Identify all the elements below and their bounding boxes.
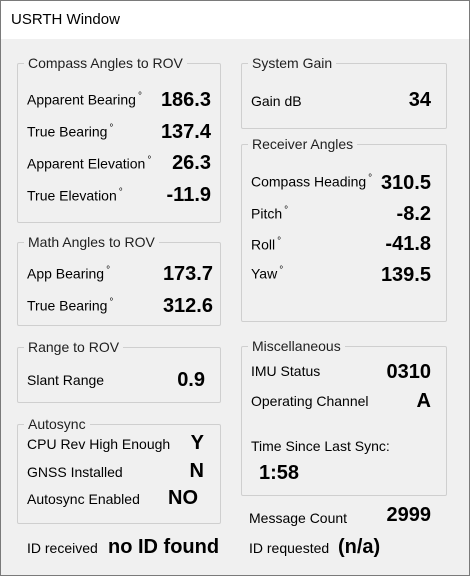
cpu-rev-label: CPU Rev High Enough — [27, 436, 171, 452]
true-elevation-value: -11.9 — [166, 184, 211, 206]
compass-heading-label: Compass Heading ° — [251, 173, 373, 190]
title-bar[interactable]: USRTH Window — [1, 1, 469, 39]
math-true-bearing-value: 312.6 — [162, 295, 213, 317]
miscellaneous-legend: Miscellaneous — [248, 338, 345, 354]
true-elevation-label: True Elevation ° — [27, 187, 123, 204]
id-requested-label: ID requested — [249, 540, 330, 556]
true-bearing-label: True Bearing ° — [27, 123, 114, 140]
yaw-value: 139.5 — [380, 264, 431, 286]
slant-range-value: 0.9 — [177, 369, 205, 391]
roll-value: -41.8 — [385, 233, 431, 255]
math-angles-legend: Math Angles to ROV — [24, 234, 159, 250]
true-bearing-value: 137.4 — [160, 121, 211, 143]
id-received-value: no ID found — [108, 536, 220, 558]
app-bearing-value: 173.7 — [162, 263, 213, 285]
imu-status-value: 0310 — [386, 361, 432, 383]
gnss-installed-value: N — [189, 460, 204, 482]
apparent-bearing-label: Apparent Bearing ° — [27, 91, 142, 108]
apparent-elevation-label: Apparent Elevation ° — [27, 155, 152, 172]
pitch-label: Pitch ° — [251, 205, 289, 222]
autosync-enabled-value: NO — [168, 487, 198, 509]
gain-db-value: 34 — [408, 89, 431, 111]
message-count-label: Message Count — [249, 510, 348, 526]
gain-db-label: Gain dB — [251, 93, 302, 109]
compass-angles-legend: Compass Angles to ROV — [24, 55, 187, 71]
system-gain-legend: System Gain — [248, 55, 337, 71]
compass-heading-value: 310.5 — [380, 172, 431, 194]
operating-channel-value: A — [416, 390, 431, 412]
operating-channel-label: Operating Channel — [251, 393, 369, 409]
math-angles-group: Math Angles to ROV — [17, 234, 221, 326]
id-received-label: ID received — [27, 540, 98, 556]
window-title: USRTH Window — [11, 11, 120, 28]
roll-label: Roll ° — [251, 236, 282, 253]
miscellaneous-group: Miscellaneous — [241, 338, 447, 496]
autosync-group: Autosync — [17, 416, 221, 524]
receiver-angles-legend: Receiver Angles — [248, 136, 358, 152]
imu-status-label: IMU Status — [251, 363, 321, 379]
range-group: Range to ROV — [17, 339, 221, 403]
gnss-installed-label: GNSS Installed — [27, 464, 123, 480]
time-since-sync-label: Time Since Last Sync: — [251, 438, 390, 454]
pitch-value: -8.2 — [396, 203, 431, 225]
autosync-legend: Autosync — [24, 416, 90, 432]
apparent-bearing-value: 186.3 — [160, 89, 211, 111]
system-gain-group: System Gain — [241, 55, 447, 129]
slant-range-label: Slant Range — [27, 372, 105, 388]
compass-angles-group: Compass Angles to ROV — [17, 55, 221, 223]
receiver-angles-group: Receiver Angles — [241, 136, 447, 322]
apparent-elevation-value: 26.3 — [172, 152, 211, 174]
cpu-rev-value: Y — [190, 432, 204, 454]
math-true-bearing-label: True Bearing ° — [27, 297, 114, 314]
range-legend: Range to ROV — [24, 339, 124, 355]
id-requested-value: (n/a) — [338, 536, 381, 558]
message-count-value: 2999 — [386, 504, 432, 526]
yaw-label: Yaw ° — [251, 265, 284, 282]
autosync-enabled-label: Autosync Enabled — [27, 491, 140, 507]
time-since-sync-value: 1:58 — [259, 462, 300, 484]
app-bearing-label: App Bearing ° — [27, 265, 111, 282]
